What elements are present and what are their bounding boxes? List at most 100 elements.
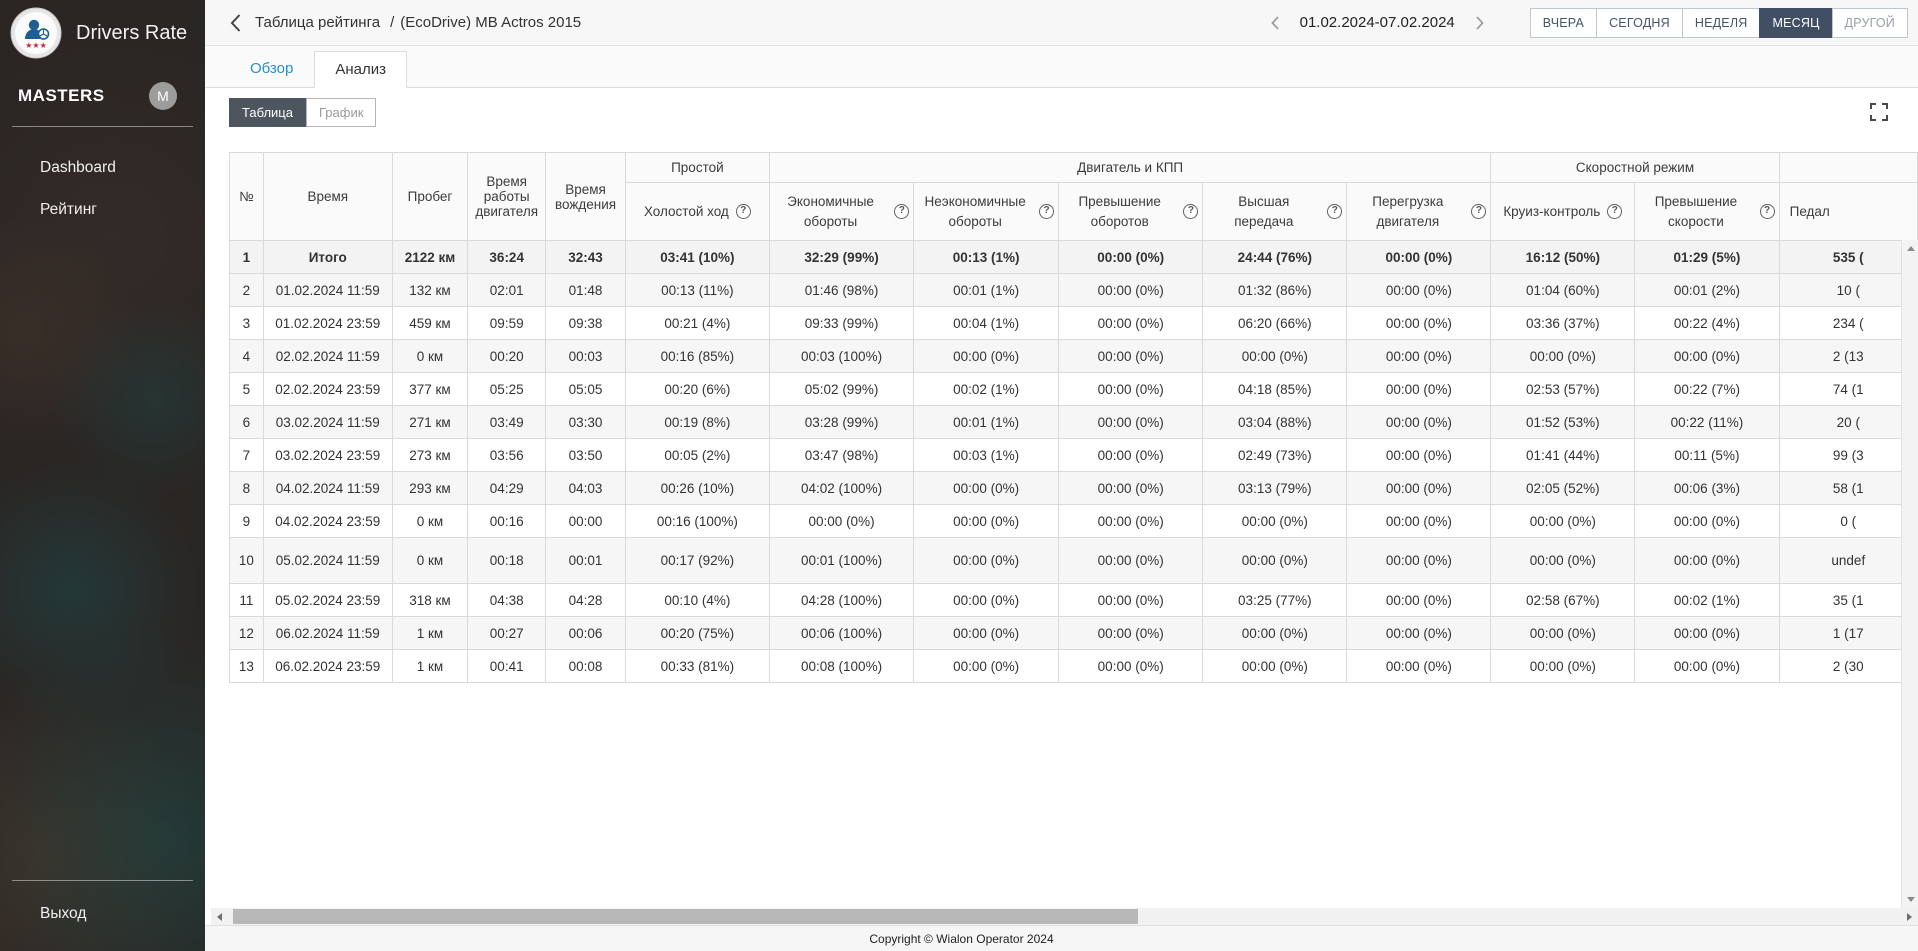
column-header: Превышение оборотов? xyxy=(1058,182,1204,241)
table-cell: 0 км xyxy=(391,537,469,584)
table-cell: 12 xyxy=(229,616,264,650)
table-cell: 00:00 (0%) xyxy=(1490,504,1636,538)
help-icon[interactable]: ? xyxy=(1039,204,1055,219)
scroll-left-icon[interactable] xyxy=(211,908,228,925)
scroll-down-icon[interactable] xyxy=(1902,891,1918,908)
column-header: Неэкономичные обороты? xyxy=(913,182,1060,241)
table-cell: 00:00 (0%) xyxy=(1346,583,1492,617)
table-cell: 00:00 (0%) xyxy=(1490,339,1636,373)
table-cell: 36:24 xyxy=(467,240,547,274)
logout-button[interactable]: Выход xyxy=(40,905,87,922)
table-cell: 00:01 (1%) xyxy=(913,405,1060,439)
sidebar-header: ★★★ Drivers Rate xyxy=(0,0,205,66)
table-cell: 06:20 (66%) xyxy=(1202,306,1348,340)
table-cell: 00:00 (0%) xyxy=(913,616,1060,650)
help-icon[interactable]: ? xyxy=(735,204,751,219)
table-cell: 1 км xyxy=(391,649,469,683)
table-cell: 271 км xyxy=(391,405,469,439)
table-row: 6 03.02.2024 11:59 271 км 03:49 03:30 00:19 (… xyxy=(229,405,1918,439)
horizontal-scrollbar[interactable] xyxy=(211,908,1918,925)
table-cell: 00:00 (0%) xyxy=(913,649,1060,683)
table-cell: 01:04 (60%) xyxy=(1490,273,1636,307)
table-cell: 00:00 xyxy=(545,504,626,538)
help-icon[interactable]: ? xyxy=(1471,204,1487,219)
table-cell: 00:00 (0%) xyxy=(1202,616,1348,650)
table-cell: 00:00 (0%) xyxy=(1346,471,1492,505)
table-cell: 03.02.2024 23:59 xyxy=(262,438,393,472)
help-icon[interactable]: ? xyxy=(1759,204,1775,219)
drivers-rate-logo-icon: ★★★ xyxy=(10,7,62,59)
table-cell: 01:48 xyxy=(545,273,626,307)
table-row: 11 05.02.2024 23:59 318 км 04:38 04:28 00:10 … xyxy=(229,583,1918,617)
help-icon[interactable]: ? xyxy=(1607,204,1623,219)
table-cell: 04:03 xyxy=(545,471,626,505)
back-button[interactable] xyxy=(223,11,247,35)
table-cell: 03:30 xyxy=(545,405,626,439)
table-cell: 273 км xyxy=(391,438,469,472)
table-cell: 00:22 (4%) xyxy=(1634,306,1780,340)
table-cell: 00:00 (0%) xyxy=(1490,616,1636,650)
view-chart-button[interactable]: График xyxy=(305,98,377,127)
table-row: 4 02.02.2024 11:59 0 км 00:20 00:03 00:16 (85… xyxy=(229,339,1918,373)
breadcrumb-separator: / xyxy=(390,14,395,31)
table-row: 12 06.02.2024 11:59 1 км 00:27 00:06 00:20 (7… xyxy=(229,616,1918,650)
scroll-up-icon[interactable] xyxy=(1902,240,1918,257)
date-range-label[interactable]: 01.02.2024-07.02.2024 xyxy=(1299,14,1455,31)
table-cell: 4 xyxy=(229,339,264,373)
table-cell: 00:11 (5%) xyxy=(1634,438,1780,472)
tab-analysis[interactable]: Анализ xyxy=(314,51,407,88)
table-cell: 00:00 (0%) xyxy=(1346,537,1492,584)
table-cell: 00:00 (0%) xyxy=(1058,438,1204,472)
sidebar-item-rating[interactable]: Рейтинг xyxy=(40,201,97,218)
sidebar-item-dashboard[interactable]: Dashboard xyxy=(40,159,116,176)
table-cell: 02:05 (52%) xyxy=(1490,471,1636,505)
table-cell: 1 (17 xyxy=(1778,616,1918,650)
view-table-button[interactable]: Таблица xyxy=(229,98,306,127)
account-row[interactable]: MASTERS M xyxy=(0,82,205,110)
vertical-scrollbar[interactable] xyxy=(1901,240,1918,908)
table-cell: 00:17 (92%) xyxy=(624,537,770,584)
next-period-button[interactable] xyxy=(1469,12,1491,34)
help-icon[interactable]: ? xyxy=(1183,204,1199,219)
column-header: Высшая передача? xyxy=(1202,182,1348,241)
range-today-button[interactable]: СЕГОДНЯ xyxy=(1596,7,1683,38)
fullscreen-icon[interactable] xyxy=(1870,102,1890,123)
table-row: 1 Итого 2122 км 36:24 32:43 03:41 (10%) 32:29 … xyxy=(229,240,1918,274)
table-cell: 13 xyxy=(229,649,264,683)
scroll-right-icon[interactable] xyxy=(1901,908,1918,925)
table-cell: 00:01 (100%) xyxy=(768,537,915,584)
range-other-button[interactable]: ДРУГОЙ xyxy=(1831,7,1908,38)
table-cell: 00:08 (100%) xyxy=(768,649,915,683)
help-icon[interactable]: ? xyxy=(1327,204,1343,219)
table-cell: 00:00 (0%) xyxy=(1346,339,1492,373)
tab-overview[interactable]: Обзор xyxy=(250,60,294,77)
table-cell: 35 (1 xyxy=(1778,583,1918,617)
table-cell: 00:00 (0%) xyxy=(1634,537,1780,584)
column-header: Педал xyxy=(1778,182,1918,241)
column-group-header: Скоростной режим xyxy=(1490,152,1780,183)
main-area: Таблица рейтинга / (EcoDrive) MB Actros … xyxy=(205,0,1918,951)
table-cell: 03:41 (10%) xyxy=(624,240,770,274)
table-cell: 02:53 (57%) xyxy=(1490,372,1636,406)
table-cell: 00:00 (0%) xyxy=(1346,372,1492,406)
range-yesterday-button[interactable]: ВЧЕРА xyxy=(1529,7,1598,38)
scrollbar-thumb[interactable] xyxy=(233,909,1138,924)
table-cell: 00:00 (0%) xyxy=(1202,339,1348,373)
table-cell: 04.02.2024 23:59 xyxy=(262,504,393,538)
table-cell: 00:00 (0%) xyxy=(1058,583,1204,617)
table-cell: 00:03 (1%) xyxy=(913,438,1060,472)
table-cell: 00:00 (0%) xyxy=(1634,339,1780,373)
prev-period-button[interactable] xyxy=(1264,12,1286,34)
help-icon[interactable]: ? xyxy=(894,204,910,219)
column-group-header: Двигатель и КПП xyxy=(768,152,1492,183)
table-cell: 74 (1 xyxy=(1778,372,1918,406)
avatar[interactable]: M xyxy=(149,82,177,110)
table-cell: 00:00 (0%) xyxy=(1058,405,1204,439)
table-cell: 00:00 (0%) xyxy=(1058,471,1204,505)
range-month-button[interactable]: МЕСЯЦ xyxy=(1759,7,1833,38)
table-row: 10 05.02.2024 11:59 0 км 00:18 00:01 00:17 (9… xyxy=(229,537,1918,584)
table-cell: 03:56 xyxy=(467,438,547,472)
breadcrumb-title: Таблица рейтинга xyxy=(255,14,381,31)
range-week-button[interactable]: НЕДЕЛЯ xyxy=(1681,7,1761,38)
table-cell: 1 xyxy=(229,240,264,274)
